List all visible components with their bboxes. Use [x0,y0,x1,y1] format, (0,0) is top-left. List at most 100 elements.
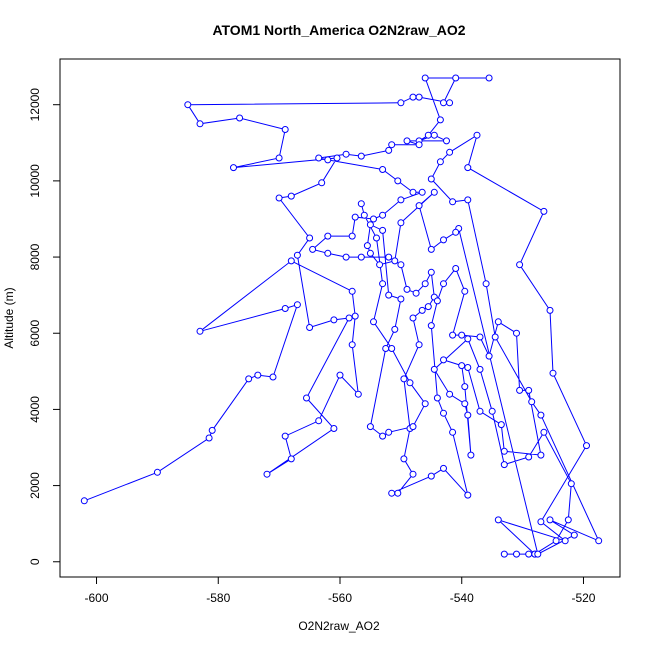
data-point [397,99,405,107]
data-point [373,234,380,242]
data-point [153,468,161,476]
data-point [403,285,411,293]
data-point [287,455,295,463]
data-point [567,480,575,488]
data-point [534,550,542,558]
data-point [315,417,323,425]
data-point [370,318,377,326]
data-point [363,242,371,250]
data-point [245,375,253,383]
data-point [275,154,283,162]
data-point [412,289,420,297]
data-point [400,455,408,463]
y-tick-label: 10000 [28,164,42,198]
data-point [461,400,469,408]
data-point [379,280,387,288]
y-axis-label: Altitude (m) [2,287,16,348]
data-point [293,301,301,309]
data-point [196,120,204,128]
data-point [418,188,426,196]
data-point [379,432,387,440]
data-point [184,101,192,109]
data-point [473,131,481,139]
data-point [427,245,435,253]
data-point [330,425,338,432]
data-point [287,192,295,200]
data-point [397,196,405,204]
data-point [440,236,447,244]
data-point [537,411,545,419]
data-point [440,356,447,364]
data-point [409,470,417,478]
data-point [351,312,359,320]
data-point [351,213,359,221]
data-point [449,331,457,339]
data-point [446,99,454,107]
data-point [379,211,387,219]
chart-title: ATOM1 North_America O2N2raw_AO2 [212,22,465,38]
data-point [528,398,536,406]
data-point [449,198,457,206]
data-point [452,265,460,272]
data-point [476,407,484,415]
data-point [561,537,569,545]
data-point [345,314,353,322]
data-point [525,386,533,394]
data-point [415,341,423,349]
data-point [549,369,557,377]
data-point [537,518,545,526]
data-point [433,297,441,305]
x-axis-label: O2N2raw_AO2 [298,619,380,633]
data-point [348,232,356,240]
data-point [306,234,314,242]
data-point [440,409,447,417]
data-point [570,531,578,539]
data-point [309,245,317,253]
data-point [388,141,396,149]
data-point [333,154,341,162]
data-point [366,221,374,229]
data-point [269,373,277,381]
data-point [421,74,429,82]
y-tick-label: 6000 [28,320,42,347]
data-point [263,470,271,478]
data-point [485,74,493,82]
data-point [281,432,289,440]
data-point [394,489,402,497]
data-point [324,249,332,257]
data-point [287,257,295,265]
data-point [464,411,472,419]
data-point [436,116,444,124]
data-point [476,333,484,341]
data-point [342,150,350,158]
data-point [540,428,548,436]
x-tick-label: -560 [328,591,352,605]
data-point [449,428,457,436]
data-point [324,156,332,164]
data-point [400,375,408,383]
data-point [500,461,508,469]
data-point [476,365,484,373]
data-point [336,371,344,379]
data-point [293,251,301,259]
data-point [430,131,438,139]
data-point [458,331,466,339]
data-point [388,345,396,352]
data-point [409,314,417,322]
data-point [354,390,362,398]
data-point [461,383,469,391]
data-point [430,188,438,196]
data-point [415,202,423,210]
data-point [421,280,429,288]
data-point [357,152,365,160]
data-point [306,324,314,331]
data-point [583,442,590,450]
data-point [415,93,423,101]
data-point [488,407,496,415]
data-point [391,257,399,265]
y-tick-label: 4000 [28,396,42,423]
data-point [281,126,289,133]
x-tick-label: -600 [85,591,109,605]
y-tick-label: 2000 [28,472,42,499]
data-point [208,426,216,434]
